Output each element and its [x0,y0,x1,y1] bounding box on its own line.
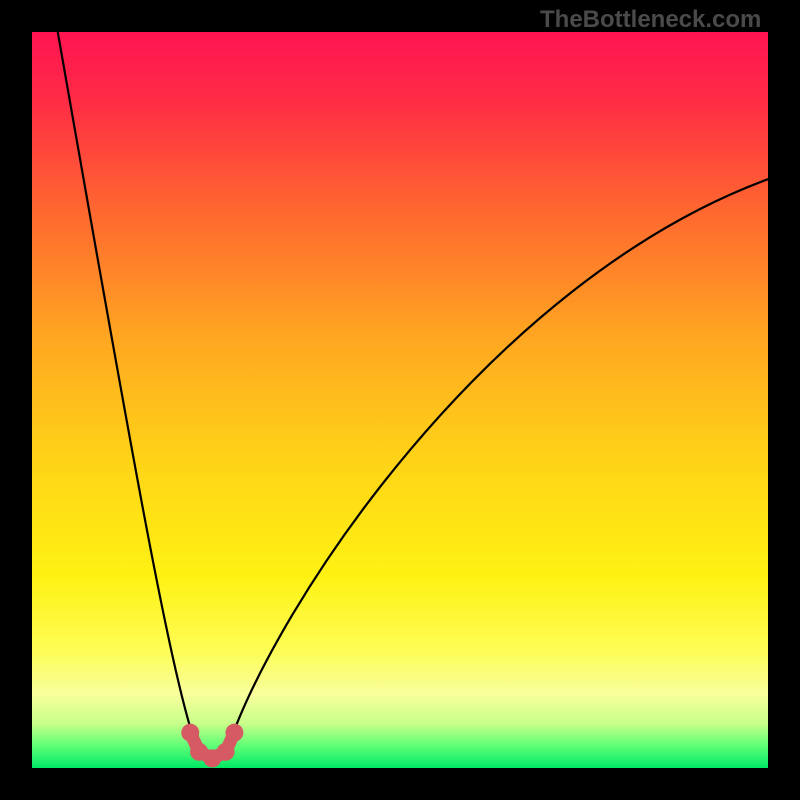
gradient-background [32,32,768,768]
bottleneck-plot [32,32,768,768]
marker-point-0 [181,724,199,742]
watermark-label: TheBottleneck.com [540,6,761,34]
marker-point-4 [225,724,243,742]
marker-point-3 [217,743,235,761]
plot-svg [32,32,768,768]
